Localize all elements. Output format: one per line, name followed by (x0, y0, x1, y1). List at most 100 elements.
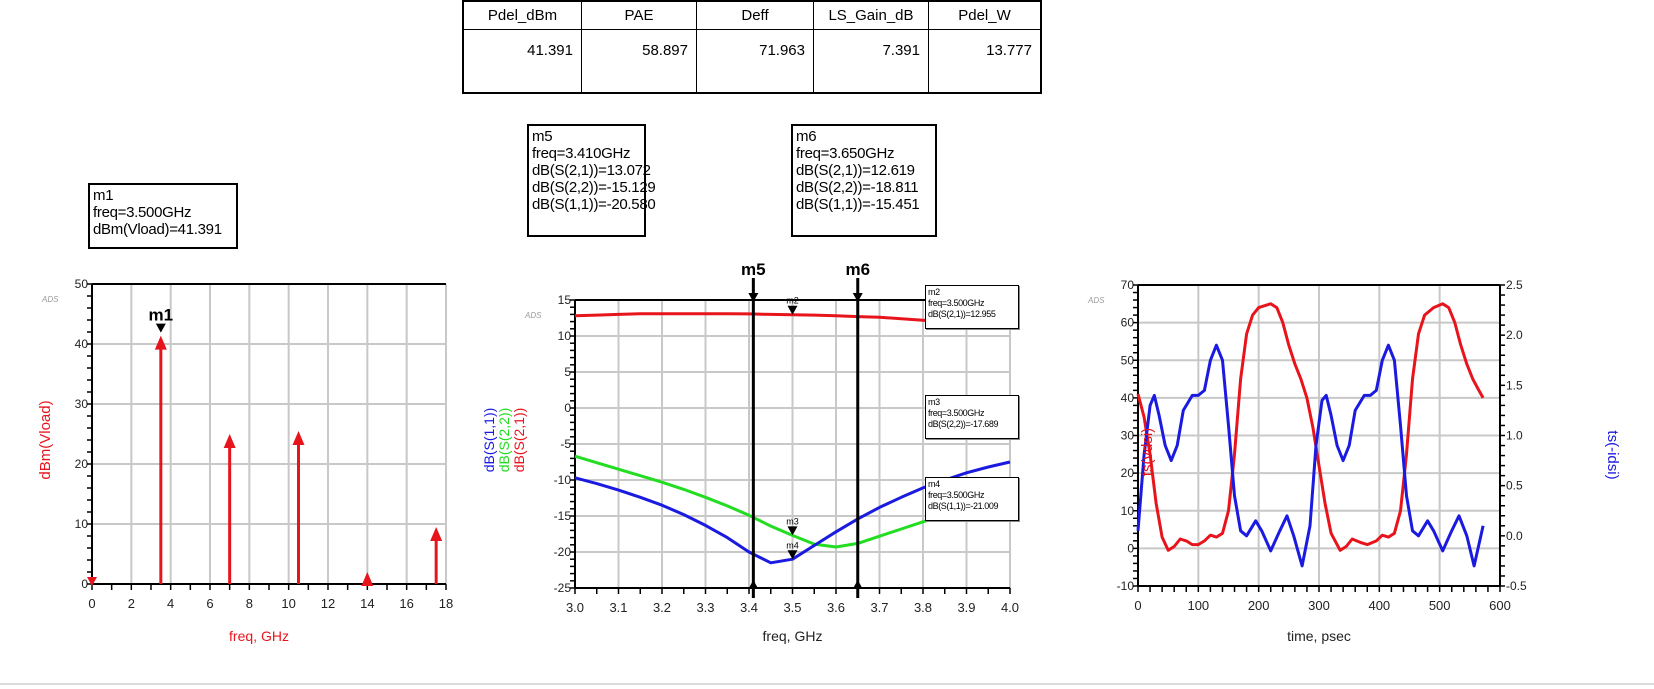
y-tick-label: 60 (1121, 316, 1135, 330)
marker-readout-m3[interactable]: m3 freq=3.500GHz dB(S(2,2))=-17.689 (925, 395, 1019, 439)
table-cell: 7.391 (814, 30, 929, 92)
x-tick-label: 3.3 (696, 600, 714, 615)
spectrum-arrowhead (154, 335, 167, 350)
readout-line: dB(S(2,2))=-15.129 (532, 179, 656, 196)
readout-line: freq=3.500GHz (928, 490, 985, 500)
x-tick-label: 3.2 (653, 600, 671, 615)
x-tick-label: 10 (281, 596, 295, 611)
spectrum-arrowhead (223, 434, 236, 448)
x-tick-label: 3.6 (827, 600, 845, 615)
y-tick-label: -10 (554, 473, 572, 487)
marker-m3-triangle (787, 526, 798, 536)
readout-line: freq=3.500GHz (928, 298, 985, 308)
readout-line: m5 (532, 128, 553, 145)
x-tick-label: 500 (1429, 598, 1451, 613)
x-tick-label: 4.0 (1001, 600, 1019, 615)
ads-watermark: ADS (41, 295, 59, 304)
x-axis-label: freq, GHz (763, 628, 823, 644)
readout-line: freq=3.650GHz (796, 145, 895, 162)
y-tick-label: -15 (554, 509, 572, 523)
readout-line: dBm(Vload)=41.391 (93, 221, 222, 238)
y2-tick-label: 0.0 (1506, 529, 1523, 543)
y-tick-label: 70 (1121, 278, 1135, 292)
table-header: LS_Gain_dB (814, 2, 929, 30)
x-tick-label: 100 (1187, 598, 1209, 613)
y-tick-label: 50 (1121, 353, 1135, 367)
y-axis-label: dB(S(1,1)) (481, 408, 497, 473)
y2-tick-label: -0.5 (1506, 579, 1527, 593)
marker-readout-m2[interactable]: m2 freq=3.500GHz dB(S(2,1))=12.955 (925, 285, 1019, 329)
marker-readout-m6[interactable]: m6 freq=3.650GHz dB(S(2,1))=12.619 dB(S(2,2… (791, 124, 937, 237)
y-tick-label: 30 (75, 397, 89, 411)
results-table: Pdel_dBm PAE Deff LS_Gain_dB Pdel_W 41.3… (462, 0, 1042, 94)
marker-m1-triangle (155, 323, 166, 333)
readout-line: dB(S(2,1))=13.072 (532, 162, 651, 179)
y-tick-label: 0 (1127, 541, 1134, 555)
x-tick-label: 0 (88, 596, 95, 611)
marker-readout-m4[interactable]: m4 freq=3.500GHz dB(S(1,1))=-21.009 (925, 477, 1019, 521)
x-tick-label: 300 (1308, 598, 1330, 613)
table-cell: 13.777 (986, 42, 1032, 59)
y2-tick-label: 2.5 (1506, 278, 1523, 292)
ads-watermark: ADS (524, 311, 542, 320)
readout-line: dB(S(1,1))=-21.009 (928, 501, 999, 511)
y-tick-label: 50 (75, 277, 89, 291)
readout-line: dB(S(2,2))=-17.689 (928, 419, 999, 429)
y-tick-label: 0 (81, 577, 88, 591)
y-tick-label: 5 (564, 365, 571, 379)
x-tick-label: 3.9 (957, 600, 975, 615)
marker-m5-top-triangle (748, 293, 759, 302)
y-tick-label: 40 (75, 337, 89, 351)
marker-readout-m5[interactable]: m5 freq=3.410GHz dB(S(2,1))=13.072 dB(S(2,2… (527, 124, 656, 237)
y-tick-label: -20 (554, 545, 572, 559)
y2-axis-label: ts(-idsi) (1604, 430, 1621, 479)
readout-line: freq=3.500GHz (93, 204, 192, 221)
y-tick-label: -10 (1117, 579, 1135, 593)
y-tick-label: -5 (560, 437, 571, 451)
x-tick-label: 3.4 (740, 600, 758, 615)
x-tick-label: 3.5 (783, 600, 801, 615)
readout-line: dB(S(2,1))=12.619 (796, 162, 915, 179)
x-tick-label: 3.0 (566, 600, 584, 615)
spectrum-arrowhead (292, 431, 305, 445)
marker-readout-m1[interactable]: m1 freq=3.500GHz dBm(Vload)=41.391 (88, 183, 238, 249)
y-tick-label: 15 (558, 293, 572, 307)
marker-m6-label: m6 (845, 260, 870, 279)
marker-m4-triangle (787, 550, 798, 560)
y-tick-label: 40 (1121, 391, 1135, 405)
x-tick-label: 3.8 (914, 600, 932, 615)
y2-tick-label: 1.5 (1506, 378, 1523, 392)
table-header: PAE (582, 2, 697, 30)
marker-m6-bottom-triangle (852, 580, 863, 589)
marker-m3-label: m3 (786, 516, 799, 526)
y-axis-label: dB(S(2,1)) (511, 408, 527, 473)
ads-watermark: ADS (1087, 296, 1105, 305)
series-line-tsidsi (1136, 343, 1485, 568)
series-line-tsvdsi (1136, 302, 1485, 552)
y-tick-label: 10 (558, 329, 572, 343)
marker-m4-label: m4 (786, 540, 799, 550)
x-tick-label: 400 (1368, 598, 1390, 613)
marker-m2-triangle (787, 305, 798, 315)
y-tick-label: 20 (1121, 466, 1135, 480)
x-tick-label: 3.1 (609, 600, 627, 615)
readout-line: dB(S(2,1))=12.955 (928, 309, 996, 319)
y-tick-label: 30 (1121, 429, 1135, 443)
spectrum-arrowhead (430, 527, 443, 541)
x-tick-label: 3.7 (870, 600, 888, 615)
readout-line: dB(S(2,2))=-18.811 (796, 179, 919, 196)
marker-m2-label: m2 (786, 296, 799, 306)
readout-line: m2 (928, 287, 940, 297)
x-tick-label: 4 (167, 596, 174, 611)
marker-m1-label: m1 (149, 306, 174, 325)
readout-line: dB(S(1,1))=-20.580 (532, 196, 656, 213)
x-tick-label: 14 (360, 596, 374, 611)
readout-line: m4 (928, 479, 940, 489)
y-tick-label: 10 (75, 517, 89, 531)
readout-line: m1 (93, 187, 114, 204)
x-tick-label: 16 (399, 596, 413, 611)
table-header: Pdel_dBm (464, 2, 582, 30)
y-tick-label: 0 (564, 401, 571, 415)
spectrum-point (87, 577, 97, 586)
